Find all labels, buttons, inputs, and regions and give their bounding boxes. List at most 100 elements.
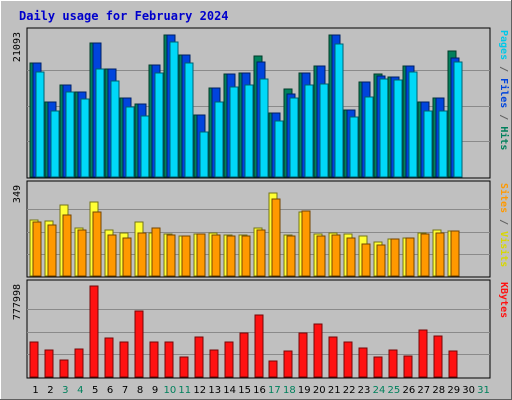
bar-sites-day-16 <box>256 229 266 277</box>
bar-kbytes-day-10 <box>164 341 174 378</box>
bar-kbytes-day-11 <box>179 356 189 378</box>
day-label-4: 4 <box>77 385 83 396</box>
day-label-6: 6 <box>107 385 113 396</box>
bar-pages-day-12 <box>199 131 209 178</box>
bar-pages-day-11 <box>184 62 194 178</box>
bar-sites-day-7 <box>122 237 132 277</box>
panel-hits-files-pages: 21093 Pages / Files / Hits <box>12 27 510 179</box>
bar-sites-day-19 <box>301 210 311 277</box>
bar-pages-day-6 <box>110 80 120 178</box>
bar-kbytes-day-12 <box>194 336 204 378</box>
bar-sites-day-11 <box>181 235 191 277</box>
bar-sites-day-6 <box>107 234 117 277</box>
bar-pages-day-21 <box>334 43 344 178</box>
day-label-13: 13 <box>208 385 221 396</box>
bar-kbytes-day-21 <box>328 336 338 378</box>
day-label-9: 9 <box>152 385 158 396</box>
panel-visits-sites: 349 Sites / Visits <box>12 180 510 278</box>
bar-sites-day-2 <box>47 224 57 277</box>
day-label-2: 2 <box>47 385 53 396</box>
day-label-27: 27 <box>417 385 430 396</box>
day-label-30: 30 <box>462 385 475 396</box>
bar-sites-day-24 <box>376 244 386 277</box>
day-label-15: 15 <box>238 385 251 396</box>
day-label-8: 8 <box>137 385 143 396</box>
bar-sites-day-29 <box>450 230 460 277</box>
bar-pages-day-23 <box>364 96 374 178</box>
legend-label: Pages <box>498 30 509 60</box>
bar-pages-day-26 <box>408 71 418 178</box>
day-label-26: 26 <box>403 385 416 396</box>
y-max-label: 349 <box>12 185 23 203</box>
chart-title: Daily usage for February 2024 <box>19 9 229 23</box>
bar-sites-day-15 <box>241 235 251 277</box>
bar-kbytes-day-20 <box>313 323 323 378</box>
day-label-3: 3 <box>62 385 68 396</box>
bar-pages-day-24 <box>379 78 389 178</box>
bar-kbytes-day-29 <box>448 350 458 378</box>
bar-sites-day-28 <box>435 232 445 277</box>
bar-kbytes-day-14 <box>224 341 234 378</box>
bar-kbytes-day-5 <box>89 285 99 378</box>
day-label-1: 1 <box>32 385 38 396</box>
bar-pages-day-3 <box>65 91 75 178</box>
bar-kbytes-day-8 <box>134 310 144 378</box>
bar-sites-day-26 <box>405 237 415 277</box>
day-label-24: 24 <box>373 385 386 396</box>
bar-pages-day-1 <box>35 71 45 178</box>
panel-kbytes: 777998 KBytes <box>12 279 509 379</box>
bar-sites-day-27 <box>420 233 430 277</box>
bar-kbytes-day-19 <box>298 332 308 378</box>
bar-sites-day-5 <box>92 211 102 277</box>
bar-pages-day-14 <box>229 86 239 178</box>
legend-label: / <box>498 60 509 78</box>
day-label-19: 19 <box>298 385 311 396</box>
bar-kbytes-day-4 <box>74 348 84 378</box>
bar-pages-day-5 <box>95 68 105 178</box>
day-label-25: 25 <box>388 385 401 396</box>
legend-label: Sites <box>498 183 510 213</box>
bar-sites-day-8 <box>137 232 147 277</box>
legend-label: Visits <box>498 231 510 267</box>
bar-kbytes-day-27 <box>418 329 428 378</box>
bar-kbytes-day-18 <box>283 350 293 378</box>
day-label-22: 22 <box>343 385 356 396</box>
day-label-28: 28 <box>432 385 445 396</box>
bar-pages-day-16 <box>259 78 269 178</box>
bar-kbytes-day-28 <box>433 335 443 378</box>
day-label-20: 20 <box>313 385 326 396</box>
day-label-12: 12 <box>193 385 206 396</box>
bar-pages-day-18 <box>289 97 299 178</box>
bar-sites-day-4 <box>77 229 87 277</box>
bar-kbytes-day-3 <box>59 359 69 378</box>
day-label-5: 5 <box>92 385 98 396</box>
bar-sites-day-1 <box>32 221 42 277</box>
bar-kbytes-day-13 <box>209 349 219 378</box>
day-label-23: 23 <box>358 385 371 396</box>
bar-kbytes-day-1 <box>29 341 39 378</box>
y-max-label: 21093 <box>12 32 23 62</box>
legend-label: KBytes <box>498 282 509 318</box>
bar-kbytes-day-7 <box>119 341 129 378</box>
bar-kbytes-day-15 <box>239 332 249 378</box>
legend-label: Files <box>498 78 510 108</box>
bar-pages-day-27 <box>423 110 433 178</box>
bar-pages-day-9 <box>154 72 164 178</box>
day-label-10: 10 <box>164 385 177 396</box>
legend-label: / <box>498 108 509 126</box>
bar-sites-day-25 <box>390 238 400 277</box>
legend-label: / <box>498 213 509 231</box>
legend-label: Hits <box>498 126 510 150</box>
bar-sites-day-17 <box>271 198 281 277</box>
bar-pages-day-8 <box>140 115 150 178</box>
bar-kbytes-day-25 <box>388 349 398 378</box>
bar-kbytes-day-6 <box>104 337 114 378</box>
bar-pages-day-10 <box>169 41 179 178</box>
bar-sites-day-12 <box>196 233 206 277</box>
bar-sites-day-22 <box>346 237 356 277</box>
day-label-14: 14 <box>223 385 236 396</box>
bar-sites-day-21 <box>331 234 341 277</box>
chart-panels: 21093 Pages / Files / Hits 349 Sites / Visi… <box>12 27 510 379</box>
series-legend: KBytes <box>498 282 509 318</box>
